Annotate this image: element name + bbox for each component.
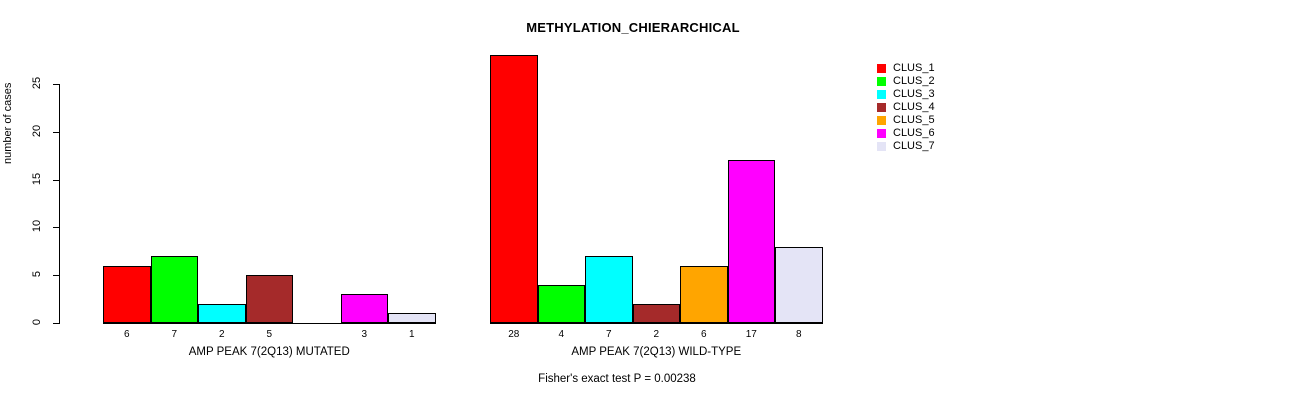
bar-value-label: 1	[408, 329, 415, 340]
bar	[245, 275, 293, 323]
legend-swatch-icon	[876, 128, 887, 139]
legend-swatch-icon	[876, 141, 887, 152]
annotation-footer: Fisher's exact test P = 0.00238	[0, 373, 1290, 385]
legend-item: CLUS_5	[876, 114, 935, 127]
bar-value-label: 5	[266, 329, 273, 340]
bar-value-label: 2	[653, 329, 660, 340]
y-axis-label: number of cases	[2, 82, 14, 164]
y-axis-tick	[53, 132, 59, 133]
legend-label: CLUS_3	[893, 88, 935, 100]
legend-label: CLUS_4	[893, 101, 935, 113]
group-baseline	[103, 323, 436, 324]
bar	[632, 303, 680, 323]
bar	[727, 160, 775, 323]
legend-swatch-icon	[876, 89, 887, 100]
y-axis-tick	[53, 180, 59, 181]
legend-item: CLUS_6	[876, 127, 935, 140]
bar-value-label: 4	[558, 329, 565, 340]
chart-title-text: METHYLATION_CHIERARCHICAL	[526, 20, 740, 35]
group-axis-label: AMP PEAK 7(2Q13) MUTATED	[188, 346, 350, 358]
bar-value-label: 2	[218, 329, 225, 340]
legend-item: CLUS_7	[876, 140, 935, 153]
bar-value-label: 3	[361, 329, 368, 340]
legend-label: CLUS_7	[893, 140, 935, 152]
bar	[150, 256, 198, 323]
bar	[585, 256, 633, 323]
group-axis-label: AMP PEAK 7(2Q13) WILD-TYPE	[571, 346, 742, 358]
bar	[537, 284, 585, 323]
bar	[775, 246, 823, 323]
bar	[490, 55, 538, 323]
y-axis-tick	[53, 323, 59, 324]
legend-item: CLUS_1	[876, 62, 935, 75]
bar-value-label: 7	[605, 329, 612, 340]
bar-value-label: 7	[171, 329, 178, 340]
legend-label: CLUS_1	[893, 62, 935, 74]
y-axis-tick	[53, 84, 59, 85]
bar-value-label: 8	[795, 329, 802, 340]
bar	[680, 265, 728, 323]
bar	[103, 265, 151, 323]
y-axis-tick-label: 20	[31, 124, 43, 137]
legend-label: CLUS_2	[893, 75, 935, 87]
bar-value-label: 28	[508, 329, 520, 340]
legend-label: CLUS_6	[893, 127, 935, 139]
legend-swatch-icon	[876, 115, 887, 126]
legend-swatch-icon	[876, 102, 887, 113]
annotation-text: Fisher's exact test P = 0.00238	[538, 373, 696, 385]
chart-title: METHYLATION_CHIERARCHICAL	[0, 20, 1290, 35]
legend-item: CLUS_2	[876, 75, 935, 88]
legend: CLUS_1 CLUS_2 CLUS_3 CLUS_4 CLUS_5 CLUS_6 CLUS…	[876, 62, 935, 153]
y-axis-tick	[53, 227, 59, 228]
y-axis-tick-label: 5	[31, 271, 43, 278]
bar	[388, 313, 436, 323]
y-axis-line	[59, 84, 60, 324]
y-axis-tick-label: 10	[31, 220, 43, 233]
y-axis-tick	[53, 275, 59, 276]
y-axis-tick-label: 15	[31, 172, 43, 185]
bar-value-label: 6	[700, 329, 707, 340]
bar-value-label: 17	[745, 329, 757, 340]
y-axis-tick-label: 0	[31, 318, 43, 326]
bar	[198, 303, 246, 323]
legend-item: CLUS_3	[876, 88, 935, 101]
legend-swatch-icon	[876, 63, 887, 74]
legend-item: CLUS_4	[876, 101, 935, 114]
y-axis-tick-label: 25	[31, 76, 43, 90]
legend-label: CLUS_5	[893, 114, 935, 126]
bar	[340, 294, 388, 323]
legend-swatch-icon	[876, 76, 887, 87]
group-baseline	[490, 323, 823, 324]
bar-value-label: 6	[123, 329, 130, 340]
